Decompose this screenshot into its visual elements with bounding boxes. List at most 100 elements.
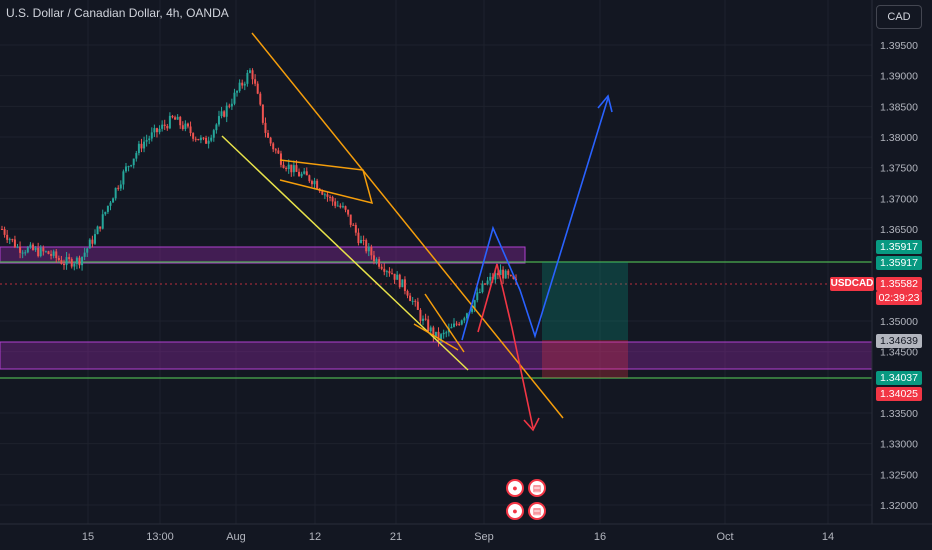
candle-body (279, 153, 282, 165)
candle-body (194, 138, 197, 140)
candle-body (422, 318, 425, 321)
candle-body (47, 251, 50, 255)
bearish-arrow-head (523, 417, 540, 432)
candle-body (6, 234, 9, 240)
candle-body (331, 197, 334, 202)
candle-body (292, 165, 295, 173)
price-tick-label: 1.36500 (880, 224, 918, 236)
candle-body (259, 93, 262, 105)
price-tick-label: 1.38000 (880, 132, 918, 144)
us-flag-icon[interactable]: ▤ (528, 479, 546, 497)
candle-body (217, 116, 220, 125)
price-tick-label: 1.37500 (880, 163, 918, 175)
candle-body (62, 263, 65, 266)
time-tick-label: 13:00 (146, 531, 174, 543)
candle-body (130, 165, 133, 167)
time-tick-label: 14 (822, 531, 834, 543)
time-tick-label: Aug (226, 531, 246, 543)
candle-body (50, 254, 53, 256)
candle-body (16, 246, 19, 248)
candle-body (91, 239, 94, 244)
candle-body (112, 198, 115, 203)
price-badge: 1.35582 (876, 277, 922, 291)
candle-body (272, 143, 275, 150)
candle-body (68, 257, 71, 260)
candle-body (347, 209, 350, 215)
candle-body (432, 327, 435, 337)
candle-body (349, 214, 352, 225)
candle-body (189, 126, 192, 134)
price-badge: 1.35917 (876, 240, 922, 254)
candle-body (248, 70, 251, 73)
candle-body (489, 276, 492, 281)
price-badge: 1.34037 (876, 371, 922, 385)
candle-body (269, 137, 272, 144)
candle-body (473, 300, 476, 309)
candle-body (13, 239, 16, 248)
candle-body (445, 332, 448, 334)
candle-body (132, 158, 135, 166)
candle-body (101, 214, 104, 229)
candle-body (385, 271, 388, 273)
candle-body (486, 280, 489, 285)
currency-button[interactable]: CAD (876, 5, 922, 29)
candle-body (117, 187, 120, 189)
price-badge: 1.35917 (876, 256, 922, 270)
candle-body (344, 206, 347, 210)
candle-body (241, 82, 244, 86)
candle-body (78, 257, 81, 266)
candle-body (339, 205, 342, 208)
candle-body (455, 323, 458, 325)
candle-body (230, 103, 233, 107)
candle-body (135, 153, 138, 159)
candle-body (184, 123, 187, 130)
candle-body (143, 141, 146, 149)
candle-body (83, 252, 86, 257)
candle-body (212, 130, 215, 138)
candle-body (326, 194, 329, 197)
candle-body (383, 268, 386, 272)
candle-body (104, 211, 107, 215)
candle-body (60, 260, 63, 264)
candle-body (282, 164, 285, 168)
candle-body (303, 171, 306, 174)
ca-flag-icon[interactable]: ● (506, 502, 524, 520)
candle-body (228, 105, 231, 107)
candle-body (220, 111, 223, 117)
candle-body (42, 247, 45, 252)
wedge-line-b (413, 323, 459, 351)
candle-body (512, 275, 515, 279)
candle-body (484, 283, 487, 285)
candle-body (287, 164, 290, 170)
price-badge: 1.34639 (876, 334, 922, 348)
candle-body (401, 279, 404, 288)
candle-body (414, 300, 417, 302)
us-flag-icon[interactable]: ▤ (528, 502, 546, 520)
candlestick-series (1, 68, 517, 347)
candle-body (476, 292, 479, 301)
candle-body (502, 269, 505, 279)
candle-body (352, 224, 355, 226)
candle-body (305, 171, 308, 176)
candle-body (370, 246, 373, 256)
candle-body (145, 140, 148, 142)
candle-body (313, 180, 316, 185)
candle-body (409, 295, 412, 301)
symbol-badge: USDCAD (830, 277, 874, 291)
ca-flag-icon[interactable]: ● (506, 479, 524, 497)
candle-body (463, 318, 466, 321)
price-tick-label: 1.33500 (880, 408, 918, 420)
candle-body (360, 239, 363, 244)
candle-body (186, 123, 189, 127)
candle-body (471, 308, 474, 312)
candle-body (261, 104, 264, 123)
price-tick-label: 1.32500 (880, 469, 918, 481)
flag-pattern-lines (279, 159, 374, 205)
candle-body (427, 319, 430, 332)
candle-body (274, 149, 277, 151)
candle-body (411, 300, 414, 302)
time-tick-label: Sep (474, 531, 494, 543)
candle-body (81, 256, 84, 266)
candle-body (137, 143, 140, 154)
